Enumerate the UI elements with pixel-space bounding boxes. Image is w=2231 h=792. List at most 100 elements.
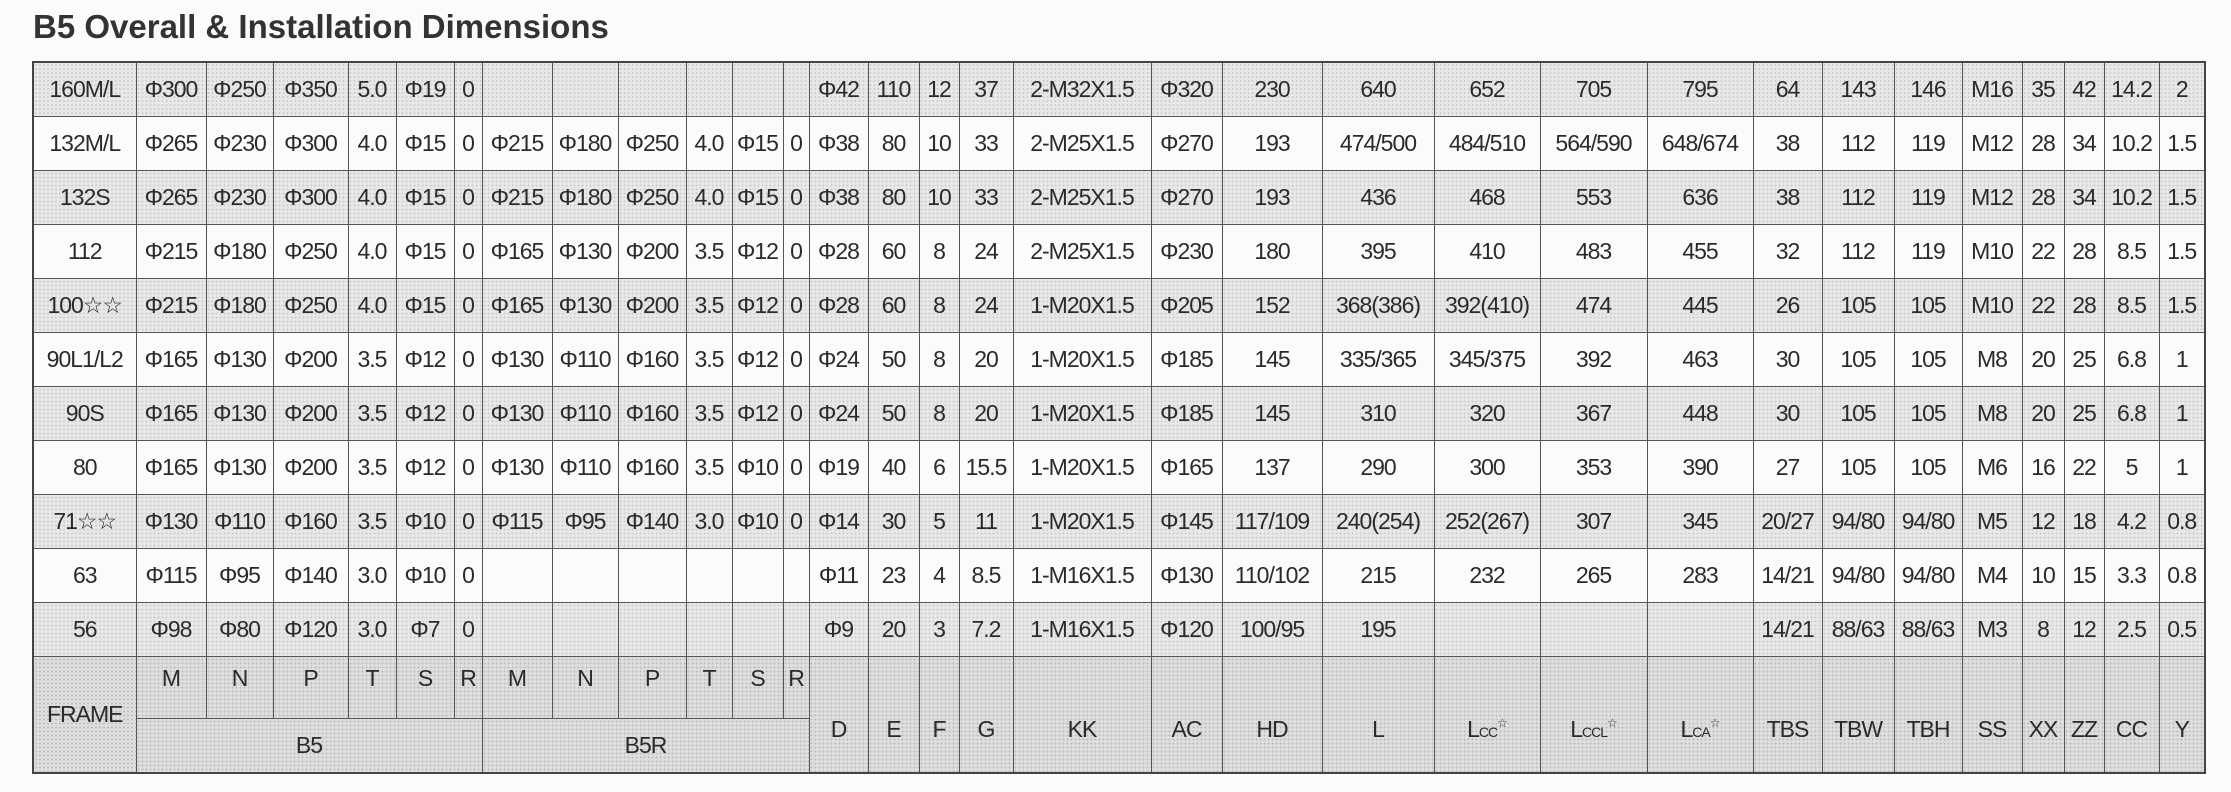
- page-title: B5 Overall & Installation Dimensions: [33, 8, 609, 45]
- table-cell: [481, 61, 553, 117]
- table-cell: 193: [1221, 170, 1323, 225]
- table-cell: Φ180: [205, 224, 274, 279]
- table-cell: 38: [1752, 116, 1823, 171]
- table-cell: 392: [1539, 332, 1648, 387]
- table-cell: Φ14: [808, 494, 869, 549]
- table-cell: Φ200: [617, 224, 687, 279]
- table-cell: 34: [2063, 170, 2105, 225]
- table-cell: 1-M20X1.5: [1012, 440, 1152, 495]
- table-cell: 564/590: [1539, 116, 1648, 171]
- header-group-b5: B5: [135, 718, 483, 774]
- table-cell: 16: [2021, 440, 2065, 495]
- table-cell: M3: [1961, 602, 2023, 657]
- table-cell: 1.5: [2158, 224, 2206, 279]
- table-cell: 25: [2063, 386, 2105, 441]
- header-subscript: CC: [1478, 724, 1498, 740]
- table-cell: Φ350: [272, 61, 349, 117]
- table-cell: 474/500: [1321, 116, 1435, 171]
- table-cell: 1-M20X1.5: [1012, 494, 1152, 549]
- table-row: 56 Φ98 Φ80 Φ120 3.0 Φ7 0 Φ9 20 3 7.2 1-M16X1.5 Φ120 1…: [32, 602, 2206, 657]
- table-cell: 105: [1821, 440, 1895, 495]
- header-label: XX: [2028, 716, 2059, 742]
- header-col: L: [1321, 656, 1435, 774]
- table-cell: Φ11: [808, 548, 869, 603]
- header-row: FRAME M N P T S R M N P T S R D E F G KK AC HD L LCC☆ LCCL☆ LCA…: [32, 656, 2206, 774]
- table-cell: [1433, 602, 1541, 657]
- table-cell: 112: [1821, 116, 1895, 171]
- table-cell: 24: [958, 224, 1014, 279]
- header-row-groups: B5 B5R: [33, 718, 2205, 774]
- table-cell: 0: [453, 386, 483, 441]
- table-cell: 445: [1646, 278, 1754, 333]
- table-cell: 252(267): [1433, 494, 1541, 549]
- table-cell: 5.0: [347, 61, 397, 117]
- table-cell: 88/63: [1821, 602, 1895, 657]
- header-b5r-r: R: [782, 656, 810, 719]
- table-cell: Φ80: [205, 602, 274, 657]
- frame-cell: 90L1/L2: [32, 332, 137, 387]
- table-cell: 0.8: [2158, 494, 2206, 549]
- table-cell: 5: [2103, 440, 2160, 495]
- table-cell: 8: [918, 332, 960, 387]
- table-cell: 37: [958, 61, 1014, 117]
- table-cell: 10.2: [2103, 116, 2160, 171]
- header-frame: FRAME: [32, 656, 137, 774]
- table-cell: 137: [1221, 440, 1323, 495]
- table-cell: 307: [1539, 494, 1648, 549]
- table-cell: Φ165: [1150, 440, 1223, 495]
- table-cell: 50: [867, 332, 920, 387]
- table-cell: 310: [1321, 386, 1435, 441]
- header-b5-t: T: [347, 656, 397, 719]
- table-cell: 3.5: [347, 386, 397, 441]
- table-cell: 38: [1752, 170, 1823, 225]
- table-cell: 2-M32X1.5: [1012, 61, 1152, 117]
- table-cell: Φ185: [1150, 332, 1223, 387]
- table-cell: 3.0: [347, 602, 397, 657]
- table-cell: Φ95: [205, 548, 274, 603]
- table-cell: 12: [918, 61, 960, 117]
- table-cell: M12: [1961, 170, 2023, 225]
- header-label: TBW: [1833, 716, 1883, 742]
- table-cell: 4.0: [685, 170, 733, 225]
- table-cell: 35: [2021, 61, 2065, 117]
- table-cell: 12: [2021, 494, 2065, 549]
- table-cell: Φ98: [135, 602, 207, 657]
- table-cell: 3.5: [347, 332, 397, 387]
- table-cell: 1: [2158, 332, 2206, 387]
- table-cell: 14/21: [1752, 548, 1823, 603]
- table-cell: Φ95: [551, 494, 619, 549]
- table-cell: Φ200: [272, 386, 349, 441]
- table-cell: 345/375: [1433, 332, 1541, 387]
- table-cell: Φ180: [551, 116, 619, 171]
- table-cell: Φ130: [481, 386, 553, 441]
- table-cell: 20: [2021, 386, 2065, 441]
- header-col: Y: [2158, 656, 2206, 774]
- table-cell: Φ19: [808, 440, 869, 495]
- table-cell: 230: [1221, 61, 1323, 117]
- table-cell: 117/109: [1221, 494, 1323, 549]
- table-cell: 1: [2158, 386, 2206, 441]
- table-cell: 60: [867, 278, 920, 333]
- table-cell: Φ130: [551, 278, 619, 333]
- header-label: L: [1372, 716, 1385, 742]
- table-cell: 240(254): [1321, 494, 1435, 549]
- table-cell: 8.5: [958, 548, 1014, 603]
- table-cell: 1-M20X1.5: [1012, 278, 1152, 333]
- table-cell: [617, 548, 687, 603]
- table-cell: Φ12: [395, 386, 455, 441]
- table-cell: 6.8: [2103, 332, 2160, 387]
- table-cell: 20: [958, 386, 1014, 441]
- table-cell: 0: [782, 278, 810, 333]
- table-cell: [617, 602, 687, 657]
- header-label: E: [886, 716, 901, 742]
- table-cell: 3: [918, 602, 960, 657]
- table-cell: Φ160: [617, 386, 687, 441]
- table-cell: [782, 61, 810, 117]
- table-cell: 30: [1752, 332, 1823, 387]
- table-cell: 94/80: [1821, 494, 1895, 549]
- header-subscript: CA: [1692, 724, 1710, 740]
- table-cell: 448: [1646, 386, 1754, 441]
- table-cell: 6: [918, 440, 960, 495]
- table-cell: 30: [867, 494, 920, 549]
- table-row: 132S Φ265 Φ230 Φ300 4.0 Φ15 0 Φ215 Φ180 Φ250 4.0 Φ1…: [32, 170, 2206, 225]
